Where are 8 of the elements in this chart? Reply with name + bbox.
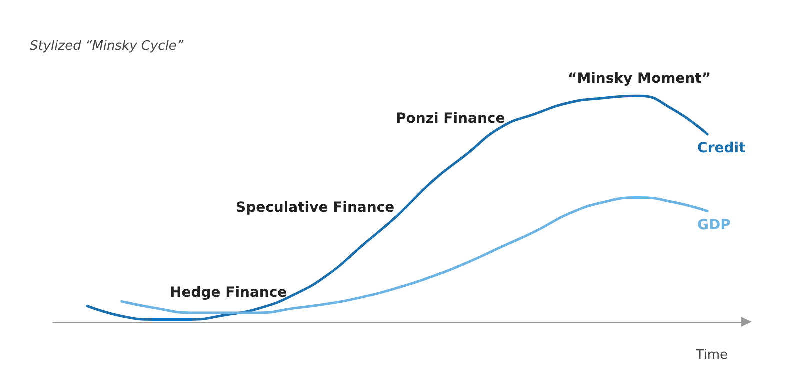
series-label: Credit — [698, 140, 746, 156]
text: “Minsky Moment” — [568, 71, 712, 87]
series-label: GDP — [698, 217, 731, 234]
chart-title: Stylized “Minsky Cycle” — [30, 39, 184, 54]
annotation: Speculative Finance — [236, 200, 395, 216]
x-axis-title: Time — [695, 348, 728, 363]
annotation: Ponzi Finance — [396, 111, 506, 127]
annotation: Hedge Finance — [170, 285, 288, 301]
